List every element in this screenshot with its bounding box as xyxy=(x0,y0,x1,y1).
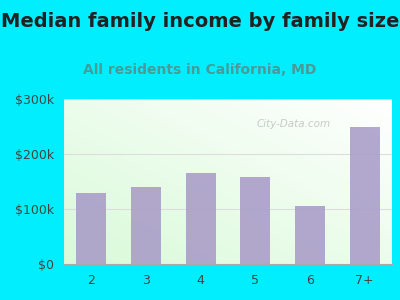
Text: Median family income by family size: Median family income by family size xyxy=(1,12,399,31)
Text: City-Data.com: City-Data.com xyxy=(256,119,331,129)
Text: All residents in California, MD: All residents in California, MD xyxy=(83,63,317,77)
Bar xyxy=(240,177,270,264)
Bar xyxy=(350,127,380,264)
Bar xyxy=(295,206,325,264)
Bar xyxy=(76,193,106,264)
Bar xyxy=(131,187,161,264)
Bar xyxy=(186,173,216,264)
